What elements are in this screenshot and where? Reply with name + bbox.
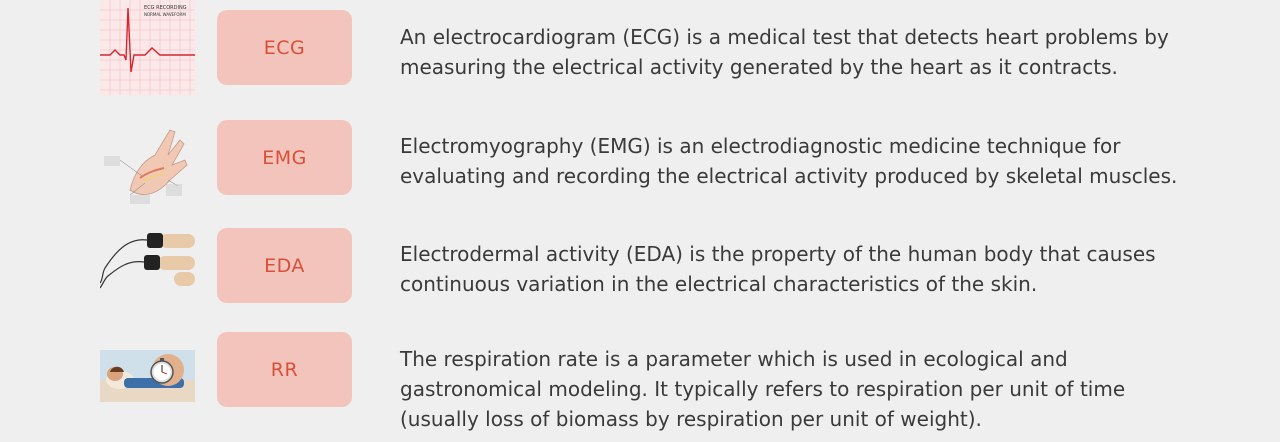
rr-desc-line-2: gastronomical modeling. It typically ref… [400,377,1126,401]
ecg-waveform-image: ECG RECORDING NORMAL WAVEFORM [100,0,195,95]
eda-description: Electrodermal activity (EDA) is the prop… [400,239,1260,299]
ecg-button[interactable]: ECG [217,10,352,85]
rr-desc-line-3: (usually loss of biomass by respiration … [400,407,982,431]
ecg-thumb-subtitle: NORMAL WAVEFORM [144,12,186,17]
rr-button-label: RR [270,358,299,381]
eda-desc-line-2: continuous variation in the electrical c… [400,272,1038,296]
emg-hand-image [100,120,195,210]
ecg-desc-line-1: An electrocardiogram (ECG) is a medical … [400,25,1169,49]
emg-description: Electromyography (EMG) is an electrodiag… [400,131,1260,191]
ecg-thumb-title: ECG RECORDING [144,5,187,11]
emg-desc-line-2: evaluating and recording the electrical … [400,164,1178,188]
emg-desc-line-1: Electromyography (EMG) is an electrodiag… [400,134,1121,158]
eda-fingers-image [100,228,195,292]
emg-button-label: EMG [262,146,307,169]
eda-button[interactable]: EDA [217,228,352,303]
rr-description: The respiration rate is a parameter whic… [400,344,1260,434]
emg-button[interactable]: EMG [217,120,352,195]
rr-stopwatch-image [100,350,195,402]
rr-button[interactable]: RR [217,332,352,407]
eda-button-label: EDA [264,254,305,277]
eda-desc-line-1: Electrodermal activity (EDA) is the prop… [400,242,1156,266]
ecg-button-label: ECG [263,36,306,59]
ecg-description: An electrocardiogram (ECG) is a medical … [400,22,1260,82]
ecg-desc-line-2: measuring the electrical activity genera… [400,55,1118,79]
rr-desc-line-1: The respiration rate is a parameter whic… [400,347,1068,371]
